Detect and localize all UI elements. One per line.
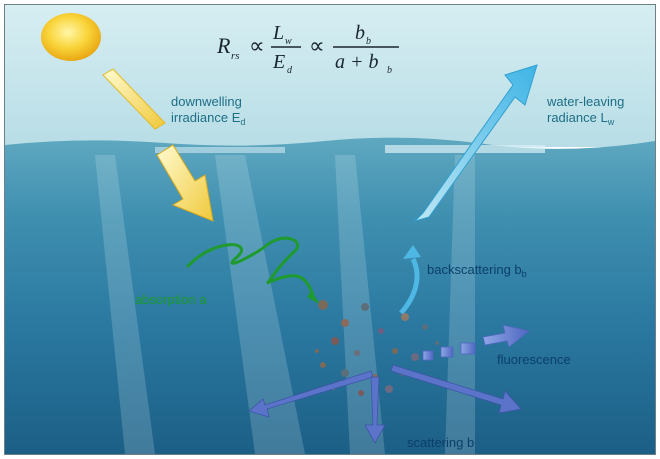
rrs-equation: R rs ∝ L w E d ∝ b b a + b b bbox=[217, 22, 399, 75]
light-rays bbox=[95, 155, 475, 454]
fluorescence-label: fluorescence bbox=[497, 352, 571, 367]
diagram-frame: R rs ∝ L w E d ∝ b b a + b b downwelling… bbox=[4, 4, 656, 455]
waterleaving-line2: radiance Lw bbox=[547, 110, 615, 127]
eq-lhs-sub: rs bbox=[231, 50, 240, 62]
absorption-label: absorption a bbox=[135, 292, 207, 307]
absorption-wave bbox=[185, 236, 315, 296]
backscattering-sub: b bbox=[521, 269, 527, 279]
waterleaving-sub: w bbox=[607, 117, 615, 127]
eq-frac2-den-sub: b bbox=[387, 65, 392, 75]
eq-frac2-num: b bbox=[355, 22, 365, 44]
fluorescence-arrow bbox=[422, 324, 530, 361]
downwelling-sub: d bbox=[240, 117, 246, 127]
eq-frac1-num: L bbox=[272, 22, 284, 44]
backscattering-label: backscattering bb bbox=[427, 262, 527, 279]
backscattering-curve bbox=[399, 257, 420, 315]
sea bbox=[5, 137, 655, 454]
eq-frac2-num-sub: b bbox=[366, 36, 371, 47]
eq-prop-1: ∝ bbox=[249, 33, 265, 58]
ocean-optics-scene bbox=[5, 5, 655, 454]
scatter-arrow-right bbox=[390, 364, 522, 414]
backscattering-arrowhead bbox=[403, 245, 421, 259]
water-leaving-radiance-label: water-leaving radiance Lw bbox=[547, 94, 624, 130]
surface-highlight bbox=[385, 145, 545, 153]
downwelling-irradiance-label: downwelling irradiance Ed bbox=[171, 94, 245, 130]
surface-highlight bbox=[155, 147, 285, 153]
downwelling-line2: irradiance Ed bbox=[171, 110, 246, 127]
eq-frac1-num-sub: w bbox=[285, 36, 292, 47]
eq-lhs: R bbox=[217, 33, 231, 58]
eq-frac1-den: E bbox=[272, 51, 285, 73]
eq-frac2-den: a + b bbox=[335, 51, 379, 73]
downwelling-line1: downwelling bbox=[171, 94, 242, 109]
eq-prop-2: ∝ bbox=[309, 33, 325, 58]
downwelling-arrow-lower bbox=[156, 144, 214, 222]
eq-frac1-den-sub: d bbox=[287, 65, 293, 75]
downwelling-arrow-upper bbox=[102, 68, 166, 130]
waterleaving-line1: water-leaving bbox=[547, 94, 625, 109]
absorption-arrowhead bbox=[307, 291, 321, 305]
scattering-arrows bbox=[248, 364, 522, 444]
scatter-arrow-down bbox=[364, 376, 386, 444]
sun-icon bbox=[41, 13, 101, 61]
water-leaving-arrow bbox=[413, 64, 538, 223]
scatter-arrow-left bbox=[248, 370, 374, 418]
scattering-label: scattering b bbox=[407, 435, 475, 450]
